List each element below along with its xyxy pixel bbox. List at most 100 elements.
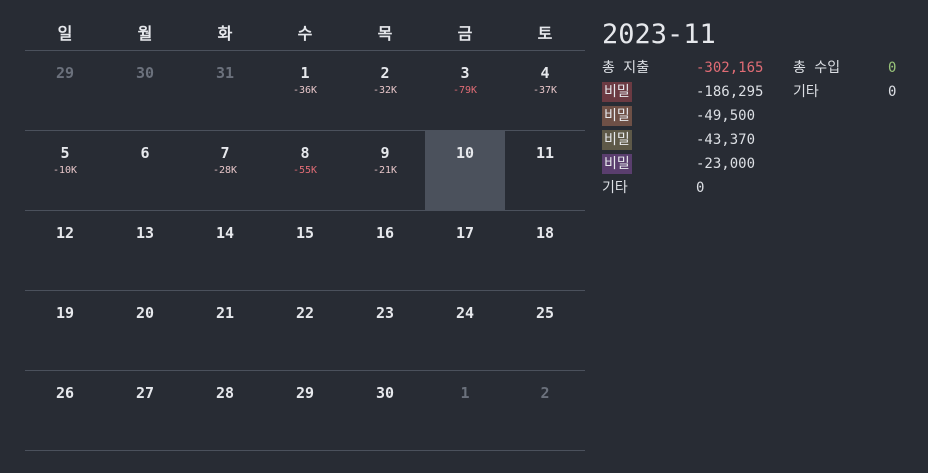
calendar-day[interactable]: 28 [185, 371, 265, 450]
calendar-day[interactable]: 25 [505, 291, 585, 370]
calendar-day[interactable]: 2 -32K [345, 51, 425, 130]
day-expense-amount [105, 403, 185, 419]
day-number: 10 [455, 144, 475, 162]
day-expense-amount [425, 243, 505, 259]
category-row: 비밀 -43,370 [602, 128, 912, 152]
weekday-fri: 금 [457, 24, 473, 43]
calendar-day[interactable]: 4 -37K [505, 51, 585, 130]
calendar-day[interactable]: 18 [505, 211, 585, 290]
day-expense-amount: -55K [292, 165, 318, 176]
day-expense-amount [345, 323, 425, 339]
day-number: 5 [60, 144, 70, 162]
day-number: 31 [215, 64, 235, 82]
day-number: 27 [135, 384, 155, 402]
calendar-week: 29 30 31 1 -36K 2 -32K 3 -79K 4 -37K [25, 51, 585, 131]
calendar-day[interactable]: 1 [425, 371, 505, 450]
day-expense-amount: -28K [212, 165, 238, 176]
day-number: 7 [220, 144, 230, 162]
month-title: 2023-11 [602, 19, 716, 50]
calendar-day[interactable]: 31 [185, 51, 265, 130]
day-number: 1 [460, 384, 470, 402]
calendar-day[interactable]: 5 -10K [25, 131, 105, 210]
category-tag[interactable]: 비밀 [602, 82, 632, 102]
calendar-day[interactable]: 29 [25, 51, 105, 130]
category-tag[interactable]: 비밀 [602, 154, 632, 174]
day-number: 13 [135, 224, 155, 242]
day-expense-amount: -36K [292, 85, 318, 96]
day-number: 8 [300, 144, 310, 162]
calendar-day[interactable]: 20 [105, 291, 185, 370]
day-expense-amount: -32K [372, 85, 398, 96]
day-number: 25 [535, 304, 555, 322]
calendar-day[interactable]: 7 -28K [185, 131, 265, 210]
day-number: 29 [55, 64, 75, 82]
category-value: -186,295 [696, 84, 764, 100]
calendar-day[interactable]: 14 [185, 211, 265, 290]
calendar-grid: 29 30 31 1 -36K 2 -32K 3 -79K 4 -37K 5 -10K 6 7 -28K 8 -5… [25, 51, 585, 451]
day-number: 9 [380, 144, 390, 162]
calendar: 일 월 화 수 목 금 토 29 30 31 1 -36K 2 -32K 3 -79K 4 -37K… [25, 0, 585, 451]
calendar-day[interactable]: 6 [105, 131, 185, 210]
day-expense-amount [185, 323, 265, 339]
other-expense-row: 기타 0 [602, 176, 912, 200]
calendar-day[interactable]: 30 [345, 371, 425, 450]
calendar-day[interactable]: 19 [25, 291, 105, 370]
day-expense-amount [505, 163, 585, 179]
day-expense-amount [505, 243, 585, 259]
day-number: 30 [135, 64, 155, 82]
calendar-day[interactable]: 23 [345, 291, 425, 370]
day-expense-amount [25, 323, 105, 339]
calendar-day[interactable]: 29 [265, 371, 345, 450]
calendar-day[interactable]: 16 [345, 211, 425, 290]
calendar-day[interactable]: 9 -21K [345, 131, 425, 210]
calendar-day[interactable]: 15 [265, 211, 345, 290]
day-number: 20 [135, 304, 155, 322]
calendar-day-today[interactable]: 10 [425, 131, 505, 210]
day-expense-amount [105, 83, 185, 99]
day-number: 29 [295, 384, 315, 402]
day-number: 18 [535, 224, 555, 242]
day-expense-amount [505, 403, 585, 419]
calendar-day[interactable]: 1 -36K [265, 51, 345, 130]
calendar-day[interactable]: 3 -79K [425, 51, 505, 130]
total-income-value: 0 [888, 60, 897, 76]
calendar-day[interactable]: 13 [105, 211, 185, 290]
category-tag[interactable]: 비밀 [602, 106, 632, 126]
day-number: 15 [295, 224, 315, 242]
calendar-day[interactable]: 24 [425, 291, 505, 370]
calendar-week: 26 27 28 29 30 1 2 [25, 371, 585, 451]
weekday-sun: 일 [57, 24, 73, 43]
weekday-header: 일 월 화 수 목 금 토 [25, 0, 585, 51]
day-expense-amount: -10K [52, 165, 78, 176]
day-number: 14 [215, 224, 235, 242]
other-expense-label: 기타 [602, 180, 628, 196]
calendar-day[interactable]: 30 [105, 51, 185, 130]
total-expense-label: 총 지출 [602, 60, 650, 76]
calendar-day[interactable]: 2 [505, 371, 585, 450]
day-number: 17 [455, 224, 475, 242]
calendar-week: 19 20 21 22 23 24 25 [25, 291, 585, 371]
day-number: 22 [295, 304, 315, 322]
calendar-day[interactable]: 21 [185, 291, 265, 370]
calendar-day[interactable]: 22 [265, 291, 345, 370]
category-row: 비밀 -186,295 기타 0 [602, 80, 912, 104]
calendar-day[interactable]: 26 [25, 371, 105, 450]
calendar-day[interactable]: 12 [25, 211, 105, 290]
day-expense-amount [505, 323, 585, 339]
calendar-day[interactable]: 11 [505, 131, 585, 210]
calendar-day[interactable]: 8 -55K [265, 131, 345, 210]
day-expense-amount [425, 403, 505, 419]
day-number: 30 [375, 384, 395, 402]
category-row: 비밀 -49,500 [602, 104, 912, 128]
day-expense-amount [25, 403, 105, 419]
category-tag[interactable]: 비밀 [602, 130, 632, 150]
day-expense-amount [185, 403, 265, 419]
category-row: 비밀 -23,000 [602, 152, 912, 176]
calendar-day[interactable]: 17 [425, 211, 505, 290]
day-expense-amount [425, 323, 505, 339]
calendar-week: 5 -10K 6 7 -28K 8 -55K 9 -21K 10 11 [25, 131, 585, 211]
calendar-day[interactable]: 27 [105, 371, 185, 450]
day-expense-amount [345, 403, 425, 419]
day-expense-amount [265, 403, 345, 419]
other-expense-value: 0 [696, 180, 705, 196]
